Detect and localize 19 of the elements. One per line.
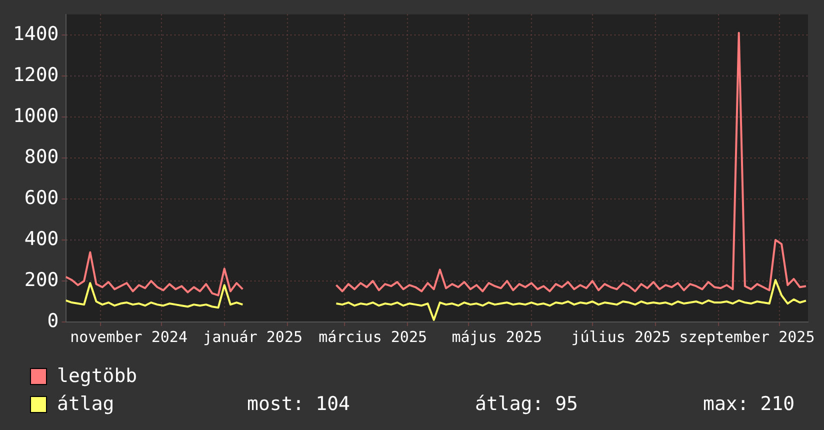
x-tick-label: január 2025	[203, 328, 303, 346]
y-tick-label: 600	[24, 186, 59, 209]
y-tick-label: 200	[24, 268, 59, 291]
x-tick-label: szeptember 2025	[679, 328, 815, 346]
x-tick-label: március 2025	[318, 328, 428, 346]
text: most: 104	[247, 393, 351, 415]
text: max: 210	[703, 393, 796, 415]
y-tick-label: 400	[24, 228, 59, 250]
y-tick-label: 1000	[12, 104, 59, 127]
y-tick-label: 800	[24, 146, 59, 168]
x-tick-label: július 2025	[571, 328, 671, 346]
x-tick-label: május 2025	[452, 328, 542, 346]
legend-label: legtöbb	[57, 365, 138, 387]
y-tick-label: 0	[47, 310, 59, 332]
x-tick-label: november 2024	[70, 328, 188, 346]
y-tick-label: 1200	[12, 64, 59, 86]
text: átlag: 95	[475, 393, 579, 415]
y-tick-label: 1400	[12, 22, 59, 45]
legend-label: átlag	[57, 393, 116, 415]
